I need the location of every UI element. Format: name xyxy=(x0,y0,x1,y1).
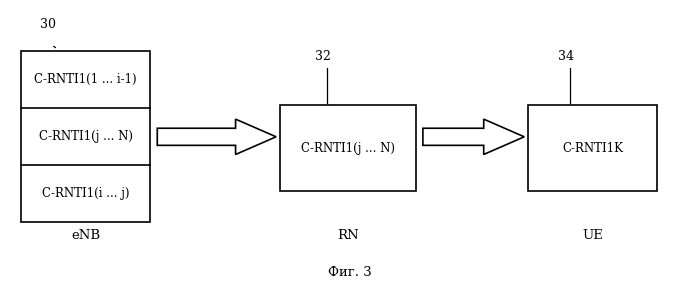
Text: UE: UE xyxy=(582,229,603,242)
Polygon shape xyxy=(157,119,276,154)
Text: RN: RN xyxy=(338,229,359,242)
Text: 30: 30 xyxy=(40,18,55,31)
Text: 34: 34 xyxy=(559,50,574,63)
Text: C-RNTI1(j ... N): C-RNTI1(j ... N) xyxy=(301,142,395,155)
Text: C-RNTI1(i ... j): C-RNTI1(i ... j) xyxy=(42,187,129,200)
Text: C-RNTI1(j ... N): C-RNTI1(j ... N) xyxy=(38,130,133,143)
FancyBboxPatch shape xyxy=(528,105,657,191)
Text: eNB: eNB xyxy=(71,229,101,242)
FancyBboxPatch shape xyxy=(280,105,416,191)
Text: Фиг. 3: Фиг. 3 xyxy=(328,266,371,279)
Text: C-RNTI1(1 ... i-1): C-RNTI1(1 ... i-1) xyxy=(34,73,137,86)
Text: C-RNTI1K: C-RNTI1K xyxy=(562,142,623,155)
Text: 32: 32 xyxy=(315,50,331,63)
Polygon shape xyxy=(423,119,524,154)
FancyBboxPatch shape xyxy=(21,51,150,222)
